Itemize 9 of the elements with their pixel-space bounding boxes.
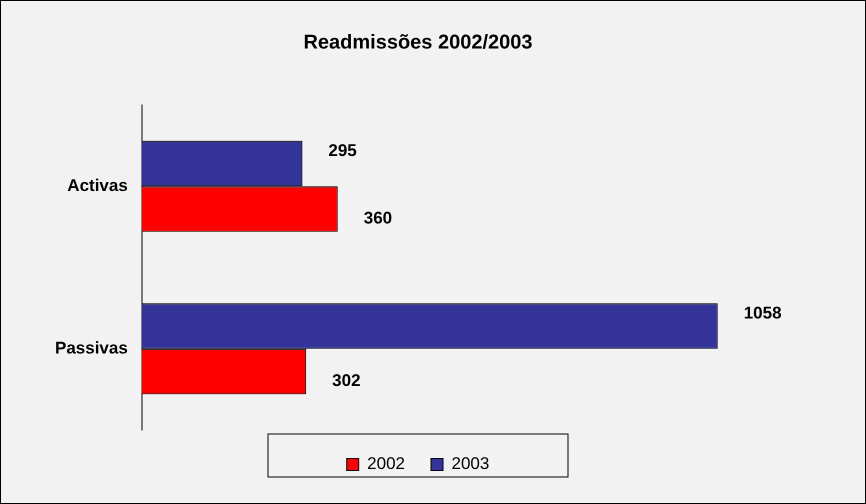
y-tick-label: Activas [67,176,128,195]
chart-title: Readmissões 2002/2003 [303,32,533,54]
data-label: 295 [328,141,357,160]
data-label: 302 [332,371,361,390]
y-tick-label: Passivas [54,338,128,358]
data-label: 360 [364,208,392,228]
legend-label: 2003 [452,454,490,474]
data-label: 1058 [744,304,782,323]
legend-label: 2002 [367,454,406,474]
